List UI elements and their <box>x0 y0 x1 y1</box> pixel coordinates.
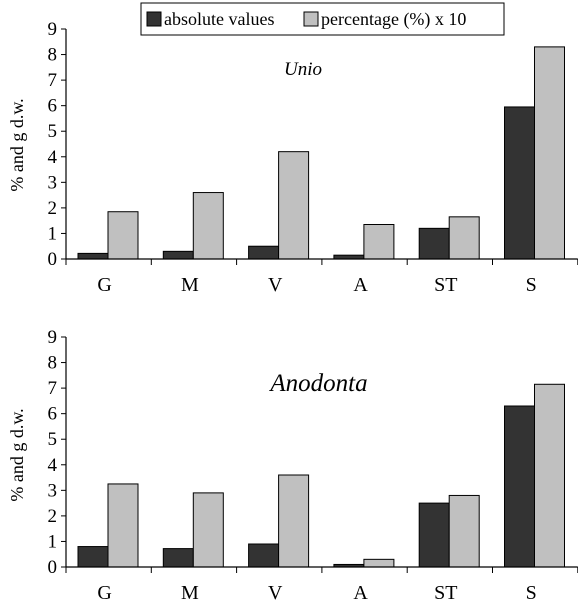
bar-percentage-m <box>192 492 224 568</box>
x-category-label: M <box>181 274 199 296</box>
y-tick-label: 1 <box>48 223 58 244</box>
bar-percentage-st <box>448 494 480 568</box>
y-tick-label: 0 <box>48 557 58 578</box>
x-category-label: ST <box>434 274 457 296</box>
y-tick-label: 7 <box>48 70 58 91</box>
y-axis-title-anodonta: % and g d.w. <box>7 408 27 501</box>
x-category-label: V <box>268 582 283 604</box>
x-category-label: G <box>97 274 111 296</box>
y-tick-label: 2 <box>48 198 58 219</box>
legend-swatch-absolute <box>146 11 162 27</box>
y-tick-label: 2 <box>48 506 58 527</box>
bar-percentage-st <box>448 216 480 260</box>
legend-swatch-percentage <box>303 11 319 27</box>
y-tick-label: 6 <box>48 404 58 425</box>
legend: absolute values percentage (%) x 10 <box>140 2 505 36</box>
bar-absolute-s <box>504 106 535 260</box>
bar-percentage-a <box>363 558 395 568</box>
bar-absolute-g <box>77 252 109 260</box>
y-tick-label: 0 <box>48 249 58 270</box>
bar-percentage-s <box>534 46 565 260</box>
y-tick-label: 5 <box>48 121 58 142</box>
legend-label-percentage: percentage (%) x 10 <box>321 9 466 30</box>
y-tick-label: 4 <box>48 455 58 476</box>
bar-absolute-v <box>248 245 280 260</box>
y-tick-label: 7 <box>48 378 58 399</box>
x-category-label: S <box>526 274 537 296</box>
panel-unio: Unio % and g d.w. 0 1 2 3 4 5 6 7 8 9 G M V A ST S <box>7 19 578 296</box>
y-tick-label: 9 <box>48 327 58 348</box>
bar-percentage-g <box>107 483 139 568</box>
x-category-label: A <box>353 274 368 296</box>
y-tick-label: 5 <box>48 429 58 450</box>
x-category-label: V <box>268 274 283 296</box>
panel-title-unio: Unio <box>284 59 322 80</box>
legend-box <box>140 2 505 36</box>
bar-absolute-g <box>77 546 109 568</box>
bar-percentage-g <box>107 211 139 260</box>
legend-label-absolute: absolute values <box>164 9 274 29</box>
bar-absolute-st <box>418 227 450 260</box>
x-category-label: A <box>353 582 368 604</box>
bar-absolute-s <box>504 405 535 568</box>
x-category-label: S <box>526 582 537 604</box>
y-tick-label: 9 <box>48 19 58 40</box>
panel-anodonta: Anodonta % and g d.w. 0 1 2 3 4 5 6 7 8 9 G M V A ST S <box>7 327 578 604</box>
bar-percentage-s <box>534 383 565 568</box>
y-tick-label: 6 <box>48 96 58 117</box>
y-tick-label: 4 <box>48 147 58 168</box>
y-tick-label: 1 <box>48 531 58 552</box>
bar-percentage-m <box>192 192 224 260</box>
x-category-label: ST <box>434 582 457 604</box>
y-axis-title-unio: % and g d.w. <box>7 98 27 191</box>
bar-absolute-m <box>162 548 194 568</box>
bar-percentage-v <box>278 474 310 568</box>
bar-percentage-v <box>278 151 310 260</box>
bar-absolute-m <box>162 250 194 260</box>
x-category-label: G <box>97 582 111 604</box>
bar-absolute-st <box>418 502 450 568</box>
bar-absolute-v <box>248 543 280 568</box>
y-tick-label: 3 <box>48 480 58 501</box>
bar-percentage-a <box>363 224 395 260</box>
y-tick-label: 8 <box>48 45 58 66</box>
x-category-label: M <box>181 582 199 604</box>
panel-title-anodonta: Anodonta <box>268 370 367 397</box>
y-tick-label: 8 <box>48 353 58 374</box>
y-tick-label: 3 <box>48 172 58 193</box>
